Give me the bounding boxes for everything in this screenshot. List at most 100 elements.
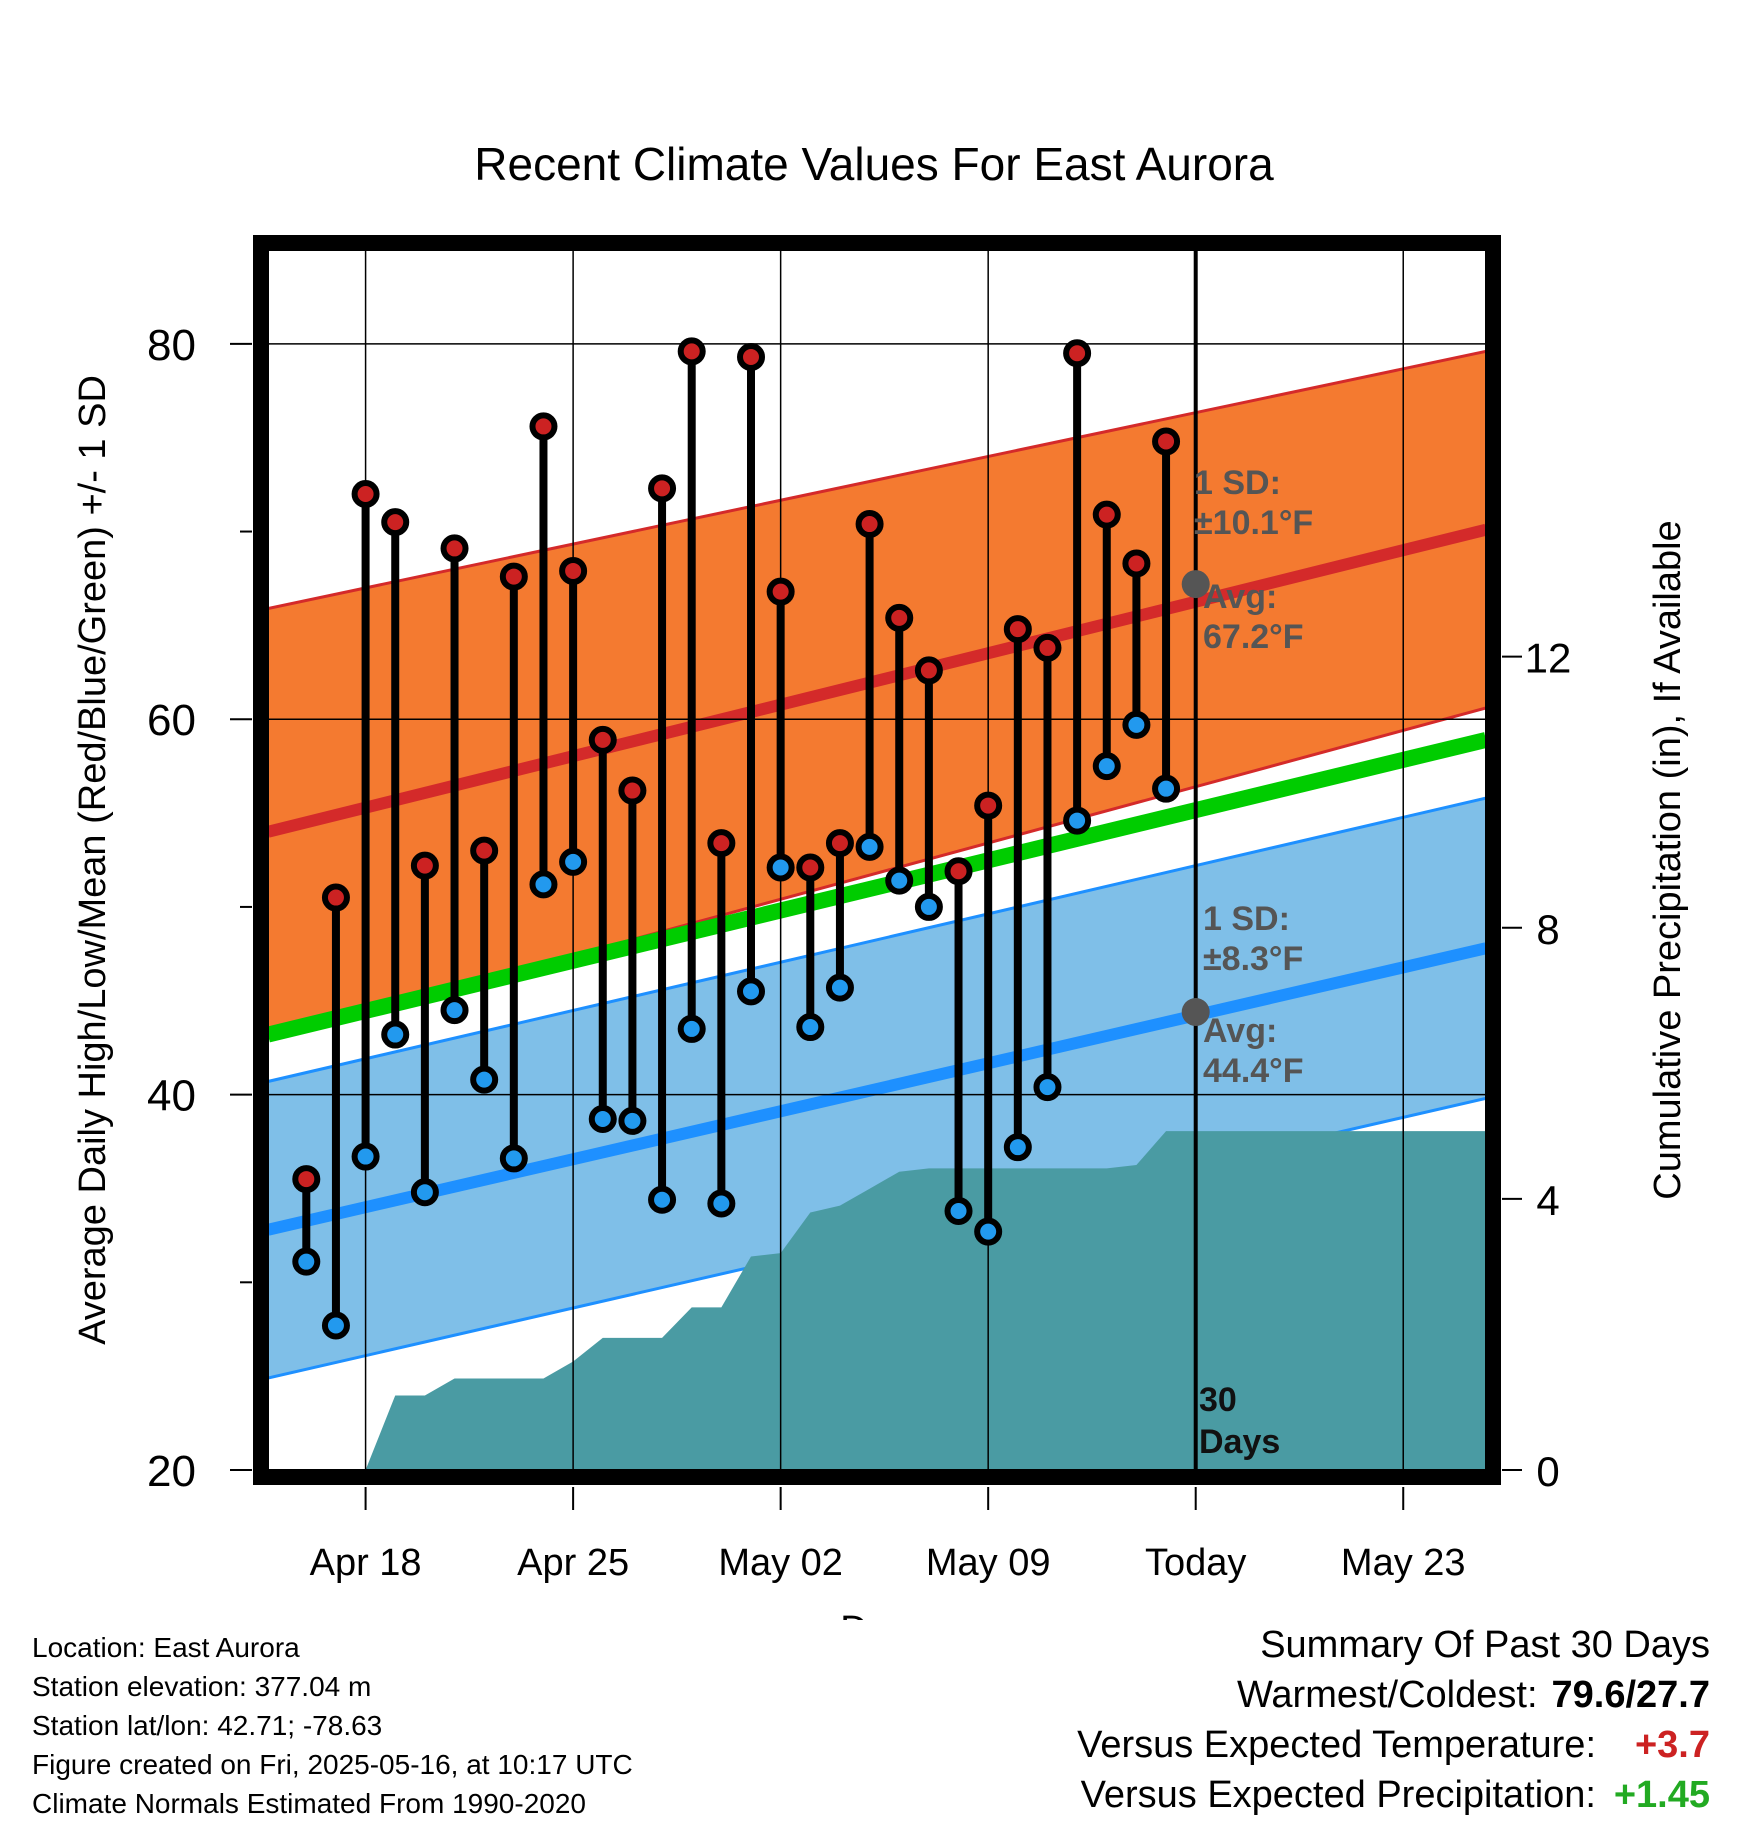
low-avg-label: Avg: — [1203, 1012, 1277, 1050]
today-days-label: Days — [1199, 1423, 1280, 1461]
daily-low-point — [410, 1178, 439, 1207]
daily-high-point — [351, 480, 380, 508]
daily-low-point — [766, 853, 795, 882]
x-tick-label: Apr 25 — [517, 1542, 629, 1584]
y-axis-label-right: Cumulative Precipitation (in), If Availa… — [1647, 520, 1689, 1199]
daily-low-point — [648, 1185, 677, 1214]
daily-low-point — [1003, 1133, 1032, 1162]
today-high-avg-marker — [1181, 570, 1210, 599]
daily-high-point — [1122, 549, 1151, 578]
high-upper-edge — [268, 349, 1486, 610]
high-sd-label: 1 SD: — [1194, 464, 1281, 502]
daily-low-point — [737, 977, 765, 1006]
daily-high-point — [914, 656, 943, 685]
y-left-tick-label: 80 — [147, 321, 196, 370]
low-avg-value: 44.4°F — [1203, 1052, 1304, 1090]
daily-high-point — [855, 510, 884, 539]
x-tick-label: May 02 — [718, 1542, 843, 1584]
daily-low-point — [440, 996, 469, 1025]
low-upper-edge — [268, 796, 1486, 1083]
daily-high-point — [885, 603, 914, 632]
avg-high-line — [268, 523, 1486, 838]
daily-high-point — [766, 577, 795, 606]
daily-high-point — [381, 508, 410, 537]
high-sd-value: ±10.1°F — [1194, 504, 1313, 542]
warm-cold-label: Warmest/Coldest: — [1236, 1674, 1538, 1716]
daily-low-point — [618, 1106, 647, 1135]
daily-high-point — [1152, 427, 1181, 456]
latlon-text: Station lat/lon: 42.71; -78.63 — [32, 1710, 383, 1741]
axes: 20 40 60 80 0 4 8 12 Apr 18 Apr 25 May 02 May 09 Tod… — [147, 321, 1571, 1584]
daily-high-point — [618, 776, 647, 805]
daily-high-point — [648, 474, 677, 503]
daily-low-point — [529, 870, 558, 899]
y-left-tick-label: 60 — [147, 696, 196, 745]
low-sd-label: 1 SD: — [1203, 900, 1290, 938]
created-text: Figure created on Fri, 2025-05-16, at 10… — [32, 1749, 633, 1780]
chart-title: Recent Climate Values For East Aurora — [474, 138, 1274, 190]
metadata-panel: Location: East Aurora Station elevation:… — [32, 1628, 633, 1823]
y-axis-label-left: Average Daily High/Low/Mean (Red/Blue/Gr… — [72, 375, 114, 1345]
daily-low-point — [292, 1247, 321, 1276]
daily-low-point — [381, 1020, 410, 1049]
today-days-count: 30 — [1199, 1381, 1237, 1419]
daily-low-point — [470, 1065, 499, 1094]
x-tick-label: May 23 — [1341, 1542, 1466, 1584]
y-right-tick-label: 0 — [1536, 1448, 1559, 1495]
daily-high-point — [292, 1165, 321, 1194]
daily-high-point — [410, 851, 439, 880]
precip-label: Versus Expected Precipitation: — [1080, 1774, 1596, 1816]
today-low-avg-marker — [1181, 998, 1210, 1027]
daily-high-point — [1092, 500, 1121, 529]
daily-high-point — [796, 853, 825, 882]
summary-temp: Versus Expected Temperature: +3.7 — [1077, 1720, 1710, 1770]
low-sd-value: ±8.3°F — [1203, 940, 1303, 978]
avg-low-line — [268, 942, 1486, 1236]
y-left-tick-label: 20 — [147, 1447, 196, 1496]
precip-value: +1.45 — [1613, 1774, 1710, 1816]
temp-label: Versus Expected Temperature: — [1077, 1724, 1596, 1766]
y-left-tick-label: 40 — [147, 1072, 196, 1121]
high-avg-value: 67.2°F — [1203, 618, 1304, 656]
daily-high-point — [707, 829, 736, 858]
daily-low-point — [796, 1013, 825, 1042]
daily-low-point — [1033, 1073, 1062, 1102]
daily-low-point — [944, 1196, 973, 1225]
daily-low-point — [321, 1311, 350, 1340]
plot-area — [268, 250, 1486, 1470]
x-tick-label: Apr 18 — [310, 1542, 422, 1584]
y-right-tick-label: 4 — [1536, 1177, 1559, 1224]
summary-warm-cold: Warmest/Coldest: 79.6/27.7 — [1077, 1670, 1710, 1720]
daily-high-point — [1063, 339, 1092, 368]
daily-high-point — [499, 562, 528, 591]
climate-chart: Recent Climate Values For East Aurora 1 … — [72, 138, 1689, 1620]
daily-high-point — [470, 836, 499, 865]
daily-low-point — [885, 866, 914, 895]
daily-low-point — [1152, 774, 1181, 803]
daily-low-point — [914, 892, 943, 921]
warm-cold-value: 79.6/27.7 — [1551, 1674, 1710, 1716]
daily-high-point — [825, 829, 854, 858]
daily-low-point — [707, 1189, 736, 1218]
avg-mean-line — [268, 732, 1486, 1043]
high-avg-label: Avg: — [1203, 578, 1277, 616]
daily-low-point — [559, 847, 588, 876]
daily-high-point — [559, 556, 588, 585]
x-tick-label: Today — [1145, 1542, 1246, 1584]
summary-heading: Summary Of Past 30 Days — [1260, 1624, 1710, 1666]
normals-text: Climate Normals Estimated From 1990-2020 — [32, 1788, 586, 1819]
summary-precip: Versus Expected Precipitation: +1.45 — [1077, 1770, 1710, 1820]
daily-low-point — [1122, 710, 1151, 739]
daily-low-point — [974, 1217, 1003, 1246]
temp-value: +3.7 — [1634, 1724, 1710, 1766]
daily-high-point — [588, 725, 617, 754]
annotations: 1 SD: ±10.1°F Avg: 67.2°F 1 SD: ±8.3°F A… — [1181, 464, 1313, 1461]
daily-low-point — [1063, 806, 1092, 835]
summary-panel: Summary Of Past 30 Days Warmest/Coldest:… — [1077, 1620, 1710, 1820]
daily-low-point — [1092, 752, 1121, 781]
daily-high-point — [737, 342, 765, 371]
cumulative-precip-area — [365, 1131, 1486, 1470]
daily-high-point — [440, 534, 469, 563]
precipitation-area — [365, 1131, 1486, 1470]
daily-low-point — [677, 1014, 706, 1043]
